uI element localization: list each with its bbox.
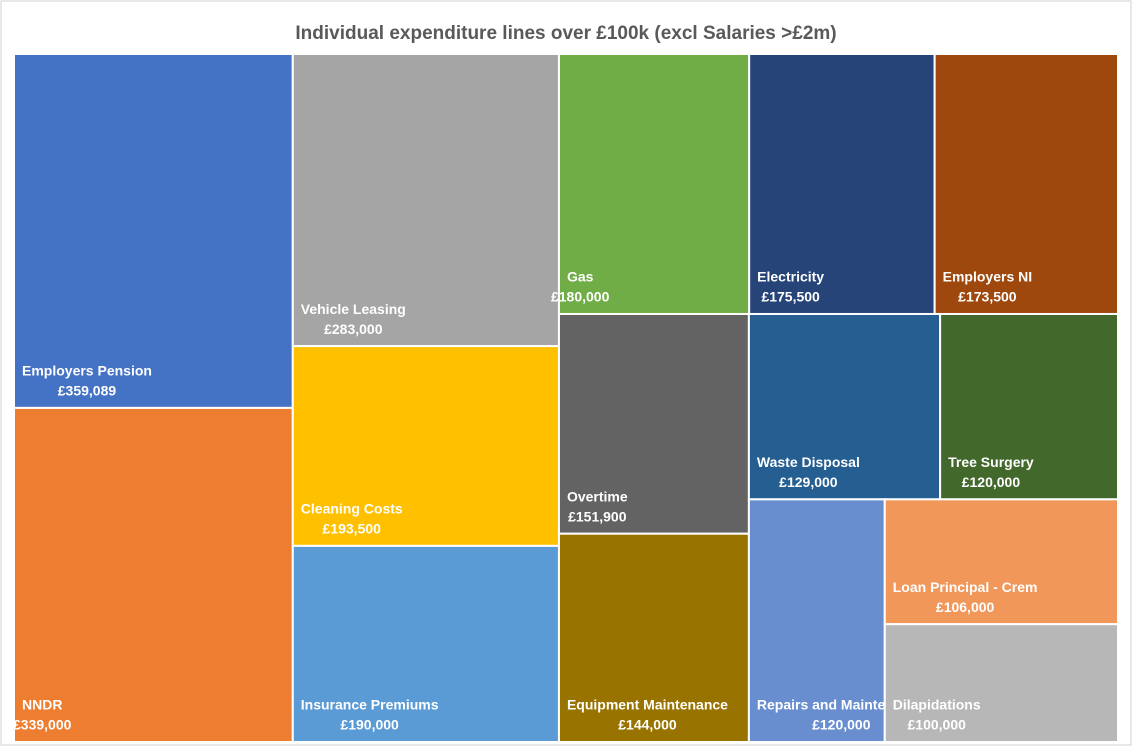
treemap-tile bbox=[557, 312, 750, 535]
tile-label: Tree Surgery bbox=[948, 454, 1034, 470]
tile-label: Overtime bbox=[567, 488, 628, 504]
tile-value: £120,000 bbox=[962, 474, 1021, 490]
treemap-tile bbox=[13, 406, 294, 743]
tile-value: £190,000 bbox=[340, 717, 399, 733]
tile-value: £100,000 bbox=[908, 717, 967, 733]
tile-value: £129,000 bbox=[779, 474, 838, 490]
tile-label: Employers Pension bbox=[22, 363, 152, 379]
tile-label: Cleaning Costs bbox=[301, 501, 403, 517]
tile-label: Vehicle Leasing bbox=[301, 301, 406, 317]
tile-label: Repairs and Maintenance bbox=[757, 697, 926, 713]
treemap-tile bbox=[939, 312, 1120, 501]
treemap-tile bbox=[883, 623, 1119, 743]
tile-value: £120,000 bbox=[812, 717, 871, 733]
treemap-tile bbox=[747, 498, 886, 744]
tile-label: Employers NI bbox=[943, 269, 1032, 285]
tile-label: NNDR bbox=[22, 697, 62, 713]
tile-value: £151,900 bbox=[568, 508, 627, 524]
treemap-tile bbox=[291, 53, 560, 348]
tile-label: Insurance Premiums bbox=[301, 697, 439, 713]
treemap-tile bbox=[748, 53, 936, 315]
tile-value: £173,500 bbox=[958, 289, 1017, 305]
tile-value: £359,089 bbox=[58, 383, 117, 399]
treemap-tile bbox=[557, 53, 751, 315]
treemap-tile bbox=[883, 498, 1119, 626]
tile-value: £283,000 bbox=[324, 321, 383, 337]
treemap-tile bbox=[291, 544, 560, 743]
chart-title: Individual expenditure lines over £100k … bbox=[295, 23, 836, 44]
tile-label: Equipment Maintenance bbox=[567, 697, 728, 713]
tile-label: Electricity bbox=[757, 269, 824, 285]
treemap-tile bbox=[747, 312, 942, 501]
tile-value: £193,500 bbox=[323, 521, 382, 537]
tile-value: £144,000 bbox=[618, 717, 677, 733]
treemap-tile bbox=[557, 532, 750, 743]
tile-value: £175,500 bbox=[761, 289, 820, 305]
tile-label: Dilapidations bbox=[893, 697, 981, 713]
tile-value: £106,000 bbox=[936, 599, 995, 615]
treemap-tile bbox=[291, 345, 560, 547]
treemap-tile bbox=[13, 53, 294, 409]
tile-label: Gas bbox=[567, 269, 594, 285]
tile-value: £339,000 bbox=[13, 717, 72, 733]
tile-label: Waste Disposal bbox=[757, 454, 860, 470]
tile-value: £180,000 bbox=[551, 289, 610, 305]
tile-label: Loan Principal - Crem bbox=[893, 579, 1038, 595]
